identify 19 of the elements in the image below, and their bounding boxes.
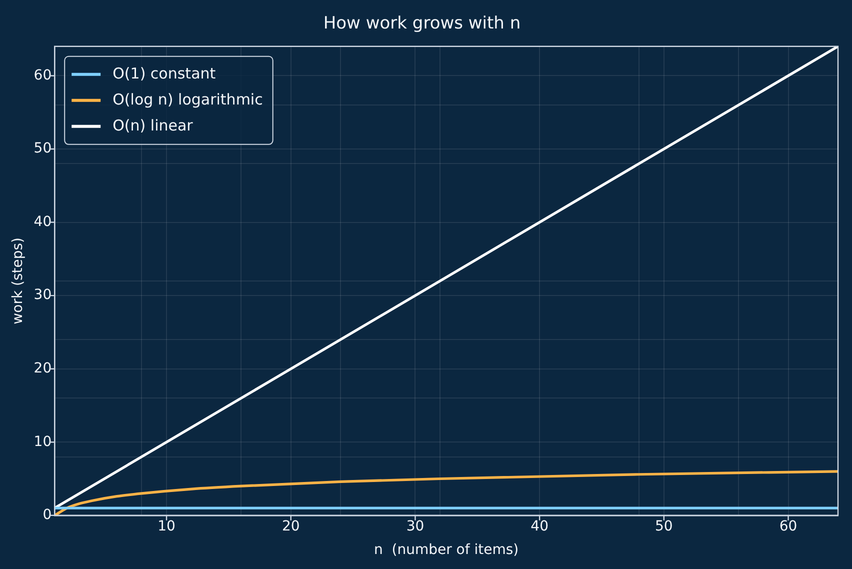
y-axis-title: work (steps) (10, 237, 26, 324)
x-tick-label: 30 (406, 518, 424, 534)
x-tick-label: 10 (158, 518, 176, 534)
y-tick-label: 50 (34, 140, 52, 157)
legend-label: O(1) constant (112, 64, 216, 82)
y-tick-label: 40 (34, 214, 52, 230)
y-tick-label: 60 (34, 67, 52, 84)
y-tick-label: 20 (34, 360, 52, 376)
legend-label: O(log n) logarithmic (112, 90, 263, 108)
x-tick-label: 40 (530, 518, 548, 534)
x-tick-label: 60 (779, 518, 798, 534)
y-tick-label: 30 (34, 287, 52, 304)
x-tick-label: 20 (282, 518, 300, 534)
legend-label: O(n) linear (112, 116, 194, 134)
y-tick-label: 0 (42, 507, 52, 524)
x-tick-label: 50 (655, 518, 673, 534)
chart-title: How work grows with n (323, 14, 521, 34)
y-tick-label: 10 (34, 434, 52, 450)
x-axis-title: n (number of items) (374, 542, 519, 558)
